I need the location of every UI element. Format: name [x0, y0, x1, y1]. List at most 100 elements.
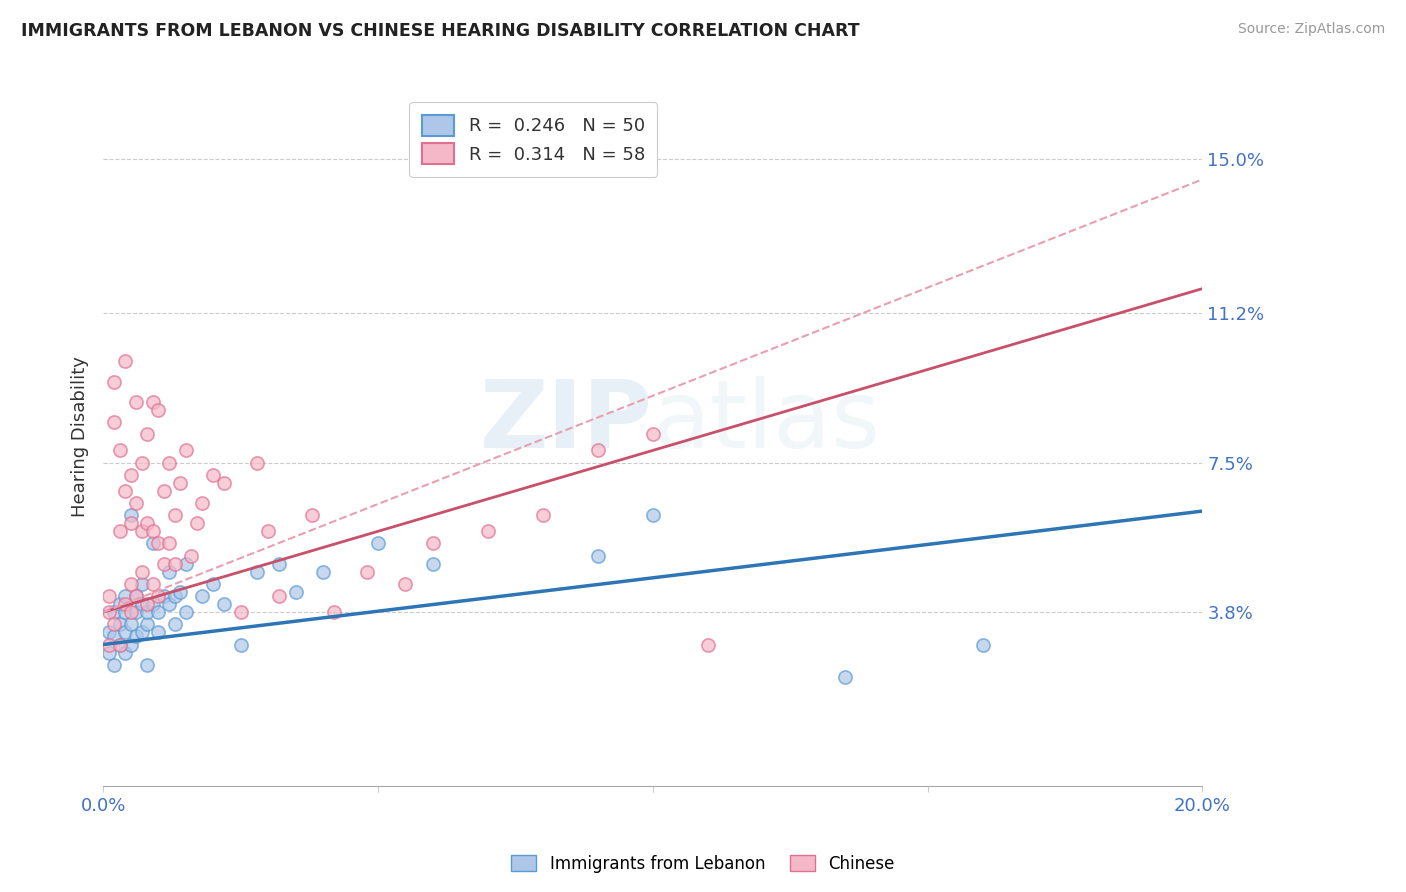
Point	[191, 496, 214, 510]
Point	[163, 508, 186, 522]
Point	[103, 605, 125, 619]
Point	[191, 589, 214, 603]
Point	[120, 577, 142, 591]
Point	[114, 589, 136, 603]
Point	[301, 508, 323, 522]
Point	[641, 427, 664, 442]
Point	[120, 516, 142, 531]
Point	[131, 577, 153, 591]
Point	[136, 427, 159, 442]
Point	[157, 597, 180, 611]
Point	[146, 605, 169, 619]
Point	[131, 625, 153, 640]
Point	[125, 589, 148, 603]
Point	[157, 456, 180, 470]
Point	[97, 625, 120, 640]
Legend: Immigrants from Lebanon, Chinese: Immigrants from Lebanon, Chinese	[505, 848, 901, 880]
Y-axis label: Hearing Disability: Hearing Disability	[72, 356, 89, 516]
Point	[142, 395, 165, 409]
Point	[114, 605, 136, 619]
Point	[131, 597, 153, 611]
Point	[114, 354, 136, 368]
Point	[142, 524, 165, 539]
Text: atlas: atlas	[652, 376, 882, 468]
Point	[108, 638, 131, 652]
Point	[180, 549, 202, 563]
Point	[422, 557, 444, 571]
Point	[246, 565, 269, 579]
Point	[142, 536, 165, 550]
Point	[152, 557, 174, 571]
Point	[174, 605, 197, 619]
Text: ZIP: ZIP	[479, 376, 652, 468]
Point	[120, 617, 142, 632]
Point	[125, 630, 148, 644]
Point	[103, 657, 125, 672]
Point	[108, 443, 131, 458]
Point	[157, 565, 180, 579]
Point	[586, 549, 609, 563]
Point	[108, 638, 131, 652]
Point	[267, 557, 290, 571]
Point	[108, 597, 131, 611]
Point	[146, 589, 169, 603]
Point	[146, 536, 169, 550]
Point	[108, 617, 131, 632]
Text: Source: ZipAtlas.com: Source: ZipAtlas.com	[1237, 22, 1385, 37]
Legend: R =  0.246   N = 50, R =  0.314   N = 58: R = 0.246 N = 50, R = 0.314 N = 58	[409, 103, 658, 177]
Point	[531, 508, 554, 522]
Point	[114, 646, 136, 660]
Point	[212, 597, 235, 611]
Point	[103, 630, 125, 644]
Point	[163, 617, 186, 632]
Point	[97, 646, 120, 660]
Point	[146, 625, 169, 640]
Point	[586, 443, 609, 458]
Point	[394, 577, 416, 591]
Point	[312, 565, 335, 579]
Point	[422, 536, 444, 550]
Point	[163, 589, 186, 603]
Point	[174, 443, 197, 458]
Point	[186, 516, 208, 531]
Point	[477, 524, 499, 539]
Point	[136, 605, 159, 619]
Point	[125, 395, 148, 409]
Point	[125, 589, 148, 603]
Point	[972, 638, 994, 652]
Point	[136, 597, 159, 611]
Point	[120, 638, 142, 652]
Point	[108, 524, 131, 539]
Point	[114, 483, 136, 498]
Point	[267, 589, 290, 603]
Point	[103, 617, 125, 632]
Point	[202, 467, 225, 482]
Point	[163, 557, 186, 571]
Point	[125, 496, 148, 510]
Point	[97, 605, 120, 619]
Point	[120, 508, 142, 522]
Point	[246, 456, 269, 470]
Point	[284, 585, 307, 599]
Point	[641, 508, 664, 522]
Point	[323, 605, 346, 619]
Point	[356, 565, 378, 579]
Point	[229, 638, 252, 652]
Point	[152, 483, 174, 498]
Point	[114, 597, 136, 611]
Point	[120, 467, 142, 482]
Point	[169, 585, 191, 599]
Point	[152, 589, 174, 603]
Point	[120, 605, 142, 619]
Point	[114, 625, 136, 640]
Point	[834, 670, 856, 684]
Point	[696, 638, 718, 652]
Point	[142, 597, 165, 611]
Point	[136, 516, 159, 531]
Point	[131, 456, 153, 470]
Point	[131, 565, 153, 579]
Point	[174, 557, 197, 571]
Point	[212, 475, 235, 490]
Point	[169, 475, 191, 490]
Point	[97, 589, 120, 603]
